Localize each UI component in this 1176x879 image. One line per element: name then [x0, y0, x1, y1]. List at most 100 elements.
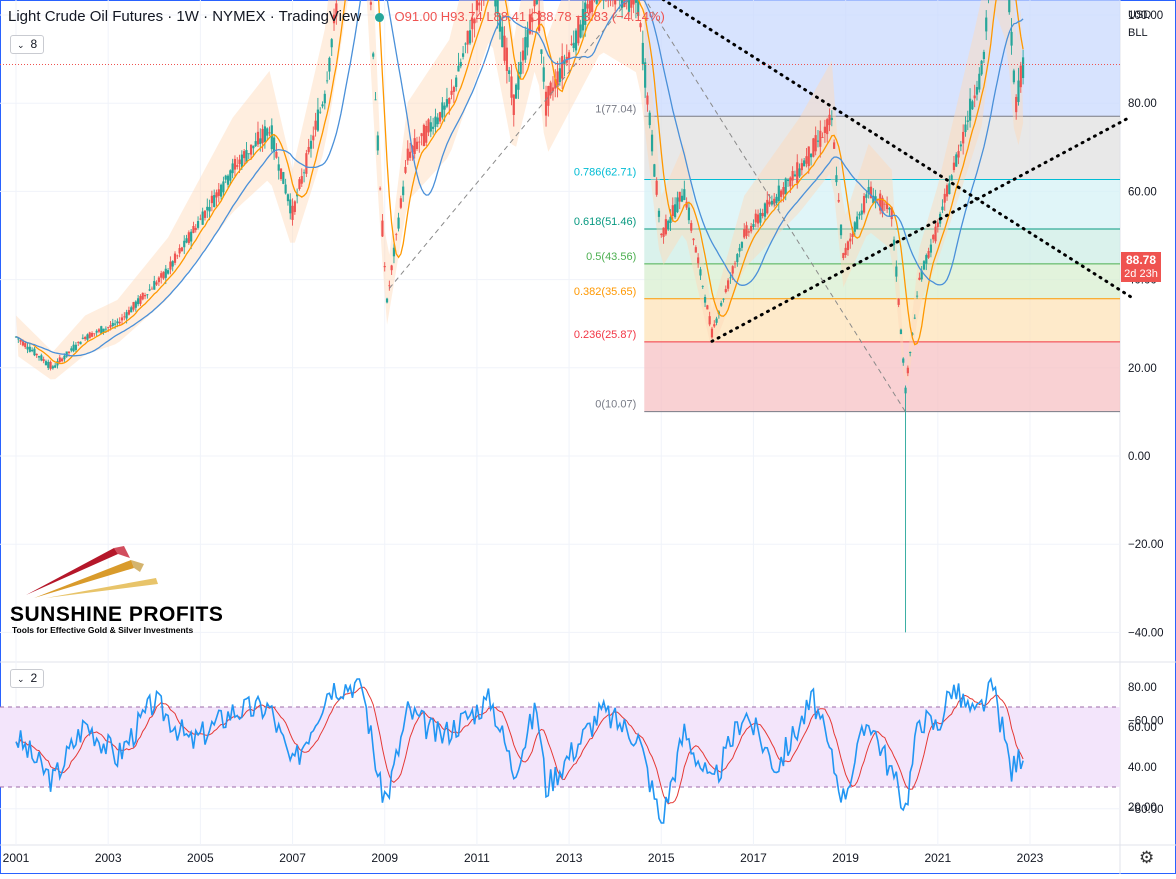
- candle-body: [284, 184, 287, 194]
- trendline[interactable]: [638, 0, 906, 413]
- gear-icon[interactable]: ⚙: [1139, 848, 1155, 867]
- price-tick-label: −20.00: [1128, 539, 1164, 551]
- candle-body: [551, 87, 555, 92]
- candle-body: [77, 342, 80, 343]
- candle-body: [501, 26, 504, 48]
- ohlc-values: O91.00 H93.74 L88.41 C88.78 −3.83 (−4.14…: [394, 9, 665, 24]
- slow-moving-average[interactable]: [15, 0, 1024, 357]
- candle-body: [67, 351, 71, 354]
- candle-body: [842, 253, 845, 259]
- trendline[interactable]: [710, 114, 1133, 343]
- candle-body: [118, 321, 121, 324]
- candle-body: [581, 8, 585, 31]
- candle-body: [701, 285, 704, 287]
- candle-body: [381, 220, 384, 237]
- candle-body: [321, 104, 324, 107]
- candle-body: [415, 141, 419, 150]
- candle-body: [226, 175, 230, 185]
- candle-body: [312, 135, 315, 141]
- candle-body: [270, 125, 273, 150]
- candle-body: [323, 93, 326, 104]
- candle-body: [588, 0, 591, 14]
- candle-body: [132, 302, 135, 310]
- candle-body: [761, 212, 764, 217]
- candle-body: [201, 211, 204, 225]
- candle-body: [134, 301, 137, 308]
- candle-body: [687, 207, 691, 221]
- candle-body: [883, 203, 886, 205]
- candle-body: [731, 266, 734, 274]
- candle-body: [17, 338, 20, 340]
- candle-body: [867, 187, 870, 195]
- time-tick-label: 2005: [187, 851, 214, 865]
- candle-body: [521, 50, 525, 61]
- price-tick-label: −60.00: [1128, 716, 1164, 728]
- indicators-collapse-button[interactable]: ⌄ 8: [10, 35, 45, 54]
- rsi-collapse-button[interactable]: ⌄ 2: [10, 669, 45, 688]
- rsi-line[interactable]: [15, 676, 1024, 824]
- candle-body: [860, 210, 863, 215]
- candle-body: [434, 116, 437, 127]
- candle-body: [632, 0, 635, 5]
- candle-body: [881, 197, 884, 214]
- candle-body: [455, 77, 458, 87]
- currency-unit[interactable]: USD: [1128, 9, 1152, 21]
- candle-body: [678, 191, 681, 202]
- candle-body: [127, 310, 131, 315]
- candle-body: [461, 53, 465, 57]
- candle-body: [448, 98, 451, 104]
- candle-body: [692, 238, 695, 241]
- candle-body: [273, 137, 276, 153]
- candle-body: [148, 289, 151, 291]
- candle-body: [88, 332, 91, 339]
- candle-body: [328, 57, 331, 72]
- candle-body: [826, 119, 829, 135]
- candle-body: [471, 17, 474, 30]
- candle-body: [141, 292, 144, 300]
- candle-body: [793, 174, 797, 177]
- candle-body: [724, 289, 727, 293]
- trendline[interactable]: [362, 0, 1133, 299]
- candle-body: [49, 361, 52, 369]
- fast-moving-average[interactable]: [15, 0, 1024, 365]
- candle-body: [252, 145, 255, 149]
- candle-body: [425, 125, 428, 143]
- candle-body: [789, 177, 792, 187]
- candle-body: [383, 265, 386, 268]
- symbol-title[interactable]: Light Crude Oil Futures · 1W · NYMEX · T…: [8, 8, 362, 25]
- candle-body: [957, 151, 960, 158]
- candle-body: [535, 0, 538, 5]
- candle-body: [178, 248, 181, 254]
- candle-body: [713, 324, 716, 327]
- currency-sub[interactable]: BLL: [1128, 27, 1148, 39]
- candle-body: [116, 321, 119, 324]
- candle-body: [667, 220, 670, 230]
- candle-body: [452, 86, 455, 92]
- candle-body: [773, 198, 776, 205]
- candle-body: [975, 87, 979, 95]
- candle-body: [542, 67, 545, 82]
- candle-body: [925, 255, 928, 264]
- candle-body: [973, 95, 976, 99]
- candle-body: [572, 42, 575, 49]
- candle-body: [955, 154, 958, 167]
- candle-body: [282, 172, 285, 184]
- candle-body: [1010, 31, 1013, 46]
- trendline[interactable]: [388, 0, 638, 289]
- time-tick-label: 2011: [464, 851, 490, 865]
- candle-body: [137, 298, 140, 305]
- candle-body: [512, 94, 515, 115]
- rsi-tick-label: 40.00: [1128, 762, 1157, 774]
- fib-zone: [644, 116, 1120, 180]
- chart-header: Light Crude Oil Futures · 1W · NYMEX · T…: [8, 8, 665, 25]
- candle-body: [703, 296, 707, 303]
- candle-body: [862, 196, 866, 213]
- indicators-count: 8: [30, 37, 38, 51]
- candle-body: [139, 296, 142, 304]
- candle-body: [473, 19, 476, 24]
- candle-body: [240, 154, 243, 168]
- candle-body: [978, 73, 981, 90]
- candle-body: [1012, 70, 1015, 83]
- candle-body: [835, 175, 838, 183]
